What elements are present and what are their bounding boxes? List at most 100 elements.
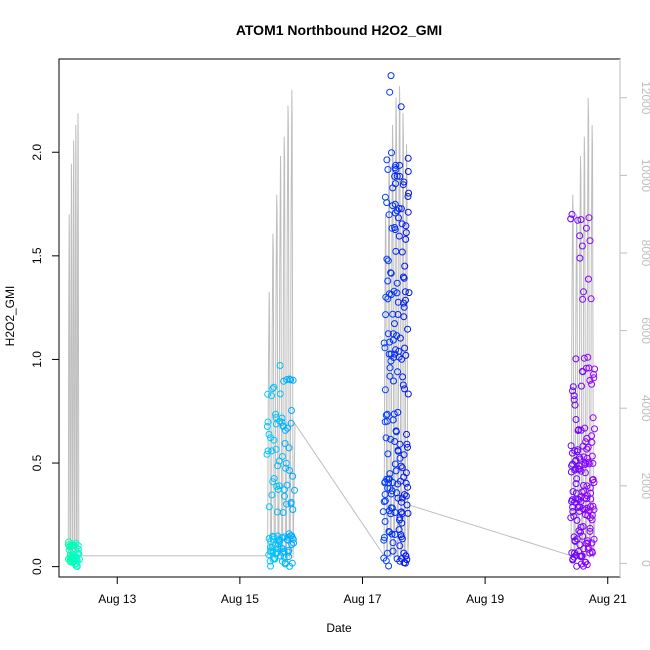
data-point	[391, 460, 399, 468]
data-point	[398, 519, 406, 527]
y2-tick-label: 8000	[639, 240, 650, 267]
data-point	[72, 539, 80, 547]
data-point	[73, 557, 81, 565]
data-point	[387, 269, 395, 277]
data-point	[573, 516, 581, 524]
data-point	[278, 414, 286, 422]
data-point	[401, 559, 409, 567]
data-point	[394, 368, 401, 376]
data-point	[580, 354, 588, 362]
data-point	[75, 545, 83, 553]
data-point	[285, 444, 293, 452]
data-point	[404, 168, 412, 175]
data-point	[398, 464, 406, 472]
data-point	[402, 492, 410, 500]
data-point	[276, 362, 284, 369]
y-tick-label: 2.0	[30, 144, 44, 161]
data-point	[394, 494, 402, 502]
data-point	[398, 248, 406, 256]
data-point	[272, 445, 280, 453]
data-point	[579, 532, 587, 540]
data-point	[572, 416, 580, 423]
data-point	[395, 232, 403, 240]
data-point	[73, 563, 81, 570]
data-point	[571, 401, 579, 409]
y-tick-label: 0.0	[30, 558, 44, 575]
data-point	[585, 460, 593, 468]
data-point	[387, 72, 395, 80]
data-point	[588, 438, 596, 446]
data-point	[384, 450, 392, 458]
data-point	[588, 452, 596, 460]
data-point	[585, 214, 593, 222]
data-point	[289, 376, 297, 384]
data-point	[590, 506, 598, 514]
data-point	[402, 222, 410, 230]
data-point	[404, 154, 412, 162]
data-point	[578, 461, 586, 469]
data-point	[400, 303, 408, 311]
data-point	[383, 199, 391, 207]
x-axis: Aug 13 Aug 15 Aug 17 Aug 19 Aug 21	[98, 576, 627, 606]
data-point	[578, 552, 586, 560]
data-point	[577, 426, 585, 434]
data-point	[279, 453, 286, 460]
data-point	[283, 500, 291, 508]
data-point	[381, 479, 389, 487]
data-point	[577, 216, 585, 224]
data-point	[388, 530, 396, 538]
data-point	[275, 457, 283, 465]
data-point	[390, 410, 398, 418]
data-point	[398, 220, 406, 228]
data-point	[568, 210, 576, 218]
data-point	[269, 385, 277, 393]
data-point	[569, 387, 576, 395]
data-point	[574, 216, 582, 224]
y-axis: 0.0 0.5 1.0 1.5 2.0	[30, 144, 60, 575]
data-point	[577, 467, 585, 475]
data-point	[577, 553, 585, 561]
altitude-series-layer	[67, 86, 596, 559]
data-point	[281, 426, 289, 434]
data-point	[586, 527, 594, 535]
data-point	[575, 527, 583, 535]
data-point	[396, 440, 404, 448]
data-point	[76, 555, 83, 563]
data-point	[567, 442, 575, 450]
data-point	[286, 375, 293, 383]
data-point	[400, 313, 408, 321]
data-point	[290, 539, 298, 547]
data-point	[582, 224, 590, 232]
data-point	[397, 462, 405, 470]
data-point	[581, 506, 589, 514]
data-point	[389, 479, 397, 486]
data-point	[398, 498, 405, 506]
y-axis-label: H2O2_GMI	[3, 286, 17, 347]
data-point	[400, 451, 408, 459]
data-point	[387, 269, 395, 277]
x-tick-label: Aug 15	[221, 592, 259, 606]
data-point	[396, 334, 404, 342]
data-point	[383, 255, 391, 263]
data-point	[395, 214, 402, 222]
data-point	[402, 296, 409, 304]
data-point	[585, 275, 592, 283]
data-point	[74, 549, 82, 557]
data-point	[396, 454, 404, 462]
data-point	[389, 547, 397, 555]
data-point	[589, 459, 597, 467]
data-point	[392, 180, 399, 188]
data-point	[402, 351, 410, 359]
data-point	[270, 383, 278, 391]
data-point	[581, 469, 589, 477]
data-point	[576, 232, 584, 240]
data-point	[270, 436, 278, 444]
data-point	[404, 509, 412, 517]
data-point	[264, 447, 272, 455]
data-point	[383, 475, 391, 483]
data-point	[268, 491, 276, 499]
data-point	[572, 355, 580, 363]
data-point	[389, 310, 397, 318]
data-point	[386, 364, 394, 372]
